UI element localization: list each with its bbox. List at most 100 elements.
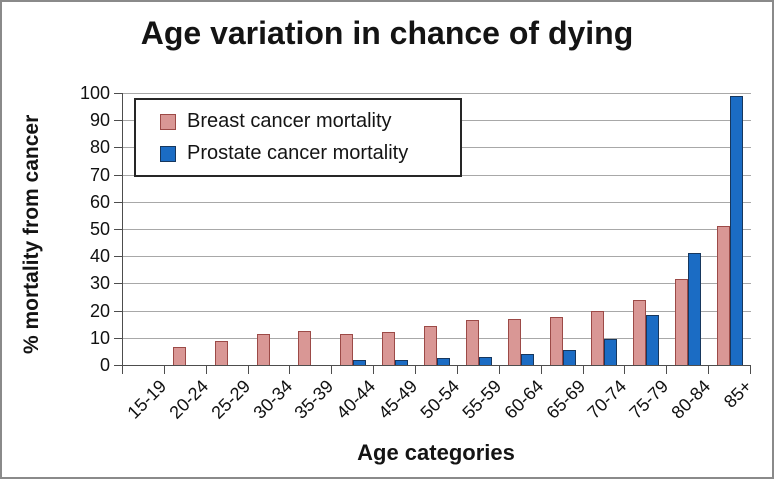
bar-group-65-69 [542,93,584,365]
x-tick-label-text: 60-64 [500,376,548,423]
y-tick-label-50: 50 [89,219,110,239]
gridline-100 [123,93,751,94]
breast-bar-80-84 [675,279,689,365]
x-tick-label-text: 55-59 [458,376,506,423]
x-tick-label-text: 30-34 [249,376,297,423]
x-tick-label-text: 75-79 [625,376,673,423]
x-tick-label-text: 65-69 [542,376,590,423]
y-tick-30 [114,283,122,284]
bar-group-80-84 [667,93,709,365]
bar-group-75-79 [625,93,667,365]
x-tick-1 [164,365,165,374]
prostate-bar-45-49 [395,359,409,365]
y-tick-50 [114,229,122,230]
y-tick-label-0: 0 [99,355,110,375]
y-tick-label-30: 30 [89,273,110,293]
bar-group-30-34 [249,93,291,365]
bar-series-container [123,93,751,365]
x-tick-9 [499,365,500,374]
prostate-bar-40-44 [353,359,367,365]
x-tick-label-text: 40-44 [332,376,380,423]
breast-bar-60-64 [507,318,521,365]
y-tick-20 [114,311,122,312]
x-tick-11 [583,365,584,374]
breast-bar-55-59 [465,320,479,365]
x-tick-label-text: 20-24 [165,376,213,423]
x-tick-10 [541,365,542,374]
x-tick-label-text: 35-39 [290,376,338,423]
x-tick-label-text: 15-19 [123,376,171,423]
prostate-bar-50-54 [436,358,450,365]
breast-series-swatch-icon [160,113,176,130]
x-tick-6 [373,365,374,374]
chart-title: Age variation in chance of dying [140,15,634,51]
breast-bar-35-39 [298,331,312,365]
x-tick-5 [331,365,332,374]
legend-item-prostate: Prostate cancer mortality [160,142,460,165]
plot-area [122,93,751,366]
gridline-30 [123,283,751,285]
bar-group-25-29 [207,93,249,365]
y-tick-label-60: 60 [89,192,110,212]
x-tick-14 [708,365,709,374]
gridline-10 [123,337,751,339]
x-tick-0 [122,365,123,374]
bar-group-50-54 [416,93,458,365]
gridline-50 [123,229,751,230]
y-tick-100 [114,93,122,94]
y-tick-label-10: 10 [89,328,110,348]
x-tick-13 [666,365,667,374]
y-tick-label-70: 70 [89,165,110,185]
x-tick-12 [624,365,625,374]
prostate-series-swatch-icon [160,145,176,162]
breast-bar-30-34 [256,333,270,365]
x-tick-3 [248,365,249,374]
prostate-bar-60-64 [520,354,534,365]
gridline-40 [123,256,751,258]
y-tick-10 [114,338,122,339]
x-tick-label-text: 85+ [720,376,757,412]
y-tick-90 [114,120,122,121]
y-tick-label-100: 100 [79,83,110,103]
bar-group-45-49 [374,93,416,365]
y-tick-label-90: 90 [89,110,110,130]
breast-bar-65-69 [549,317,563,365]
x-tick-4 [289,365,290,374]
y-tick-80 [114,147,122,148]
bar-group-55-59 [458,93,500,365]
x-tick-2 [206,365,207,374]
y-tick-40 [114,256,122,257]
y-tick-0 [114,365,122,366]
breast-bar-40-44 [340,333,354,365]
y-tick-60 [114,202,122,203]
x-tick-label-text: 45-49 [374,376,422,423]
breast-bar-20-24 [172,347,186,365]
prostate-bar-55-59 [478,356,492,365]
bar-group-85+ [709,93,751,365]
breast-bar-45-49 [382,332,396,365]
gridline-20 [123,310,751,312]
x-tick-label-text: 25-29 [207,376,255,423]
x-tick-label-text: 50-54 [416,376,464,423]
x-tick-7 [415,365,416,374]
bar-group-20-24 [165,93,207,365]
legend: Breast cancer mortality Prostate cancer … [134,98,462,177]
legend-label-breast: Breast cancer mortality [187,110,392,132]
y-tick-label-80: 80 [89,137,110,157]
breast-bar-70-74 [591,310,605,365]
breast-bar-50-54 [423,325,437,365]
bar-group-35-39 [290,93,332,365]
breast-bar-25-29 [214,340,228,365]
bar-group-40-44 [332,93,374,365]
breast-bar-85+ [716,226,730,365]
legend-item-breast: Breast cancer mortality [160,110,460,133]
prostate-bar-85+ [729,95,743,365]
prostate-bar-80-84 [688,253,702,365]
prostate-bar-70-74 [604,339,618,365]
prostate-bar-65-69 [562,350,576,365]
prostate-bar-75-79 [646,314,660,365]
y-tick-label-20: 20 [89,301,110,321]
x-tick-15 [750,365,751,374]
y-tick-label-40: 40 [89,246,110,266]
